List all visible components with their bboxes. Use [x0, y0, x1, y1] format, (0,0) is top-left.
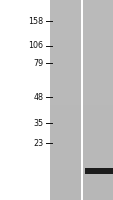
- Text: 35: 35: [33, 118, 43, 128]
- Bar: [50, 125, 80, 130]
- Bar: [82, 125, 113, 130]
- Bar: [82, 190, 113, 195]
- Bar: [50, 55, 80, 60]
- Bar: [50, 40, 80, 45]
- Bar: [82, 60, 113, 65]
- Bar: [50, 5, 80, 10]
- Bar: [82, 5, 113, 10]
- Bar: [82, 160, 113, 165]
- Bar: [50, 95, 80, 100]
- Bar: [82, 15, 113, 20]
- Bar: [50, 0, 80, 5]
- Bar: [82, 150, 113, 155]
- Bar: [82, 50, 113, 55]
- Bar: [50, 180, 80, 185]
- Bar: [50, 135, 80, 140]
- Bar: [50, 60, 80, 65]
- Bar: [50, 100, 80, 105]
- Text: 79: 79: [33, 58, 43, 68]
- Bar: [80, 0, 82, 200]
- Bar: [50, 195, 80, 200]
- Bar: [82, 70, 113, 75]
- Bar: [82, 115, 113, 120]
- Bar: [50, 155, 80, 160]
- Bar: [82, 40, 113, 45]
- Bar: [50, 110, 80, 115]
- Bar: [50, 145, 80, 150]
- Bar: [82, 25, 113, 30]
- Bar: [50, 140, 80, 145]
- Bar: [50, 85, 80, 90]
- Bar: [82, 85, 113, 90]
- Bar: [50, 165, 80, 170]
- Bar: [82, 170, 113, 175]
- Bar: [82, 45, 113, 50]
- Bar: [82, 90, 113, 95]
- Bar: [50, 185, 80, 190]
- Text: 158: 158: [28, 17, 43, 25]
- Bar: [82, 100, 113, 105]
- Bar: [50, 105, 80, 110]
- Bar: [50, 120, 80, 125]
- Bar: [82, 140, 113, 145]
- Bar: [50, 130, 80, 135]
- Bar: [50, 20, 80, 25]
- Bar: [82, 30, 113, 35]
- Bar: [50, 70, 80, 75]
- Bar: [82, 180, 113, 185]
- Text: 48: 48: [33, 92, 43, 102]
- Bar: [50, 175, 80, 180]
- Bar: [82, 110, 113, 115]
- Bar: [82, 80, 113, 85]
- Bar: [82, 165, 113, 170]
- Bar: [82, 0, 113, 200]
- Bar: [82, 195, 113, 200]
- Bar: [82, 75, 113, 80]
- Bar: [50, 30, 80, 35]
- Bar: [82, 10, 113, 15]
- Text: 106: 106: [28, 42, 43, 50]
- Bar: [84, 168, 112, 174]
- Bar: [82, 105, 113, 110]
- Bar: [50, 50, 80, 55]
- Bar: [82, 130, 113, 135]
- Bar: [82, 145, 113, 150]
- Bar: [50, 170, 80, 175]
- Bar: [80, 0, 82, 200]
- Bar: [50, 25, 80, 30]
- Bar: [50, 150, 80, 155]
- Bar: [50, 190, 80, 195]
- Bar: [82, 0, 113, 5]
- Bar: [50, 0, 80, 200]
- Text: 23: 23: [33, 138, 43, 148]
- Bar: [50, 15, 80, 20]
- Bar: [82, 155, 113, 160]
- Bar: [50, 45, 80, 50]
- Bar: [50, 160, 80, 165]
- Bar: [50, 75, 80, 80]
- Bar: [50, 90, 80, 95]
- Bar: [82, 135, 113, 140]
- Bar: [82, 95, 113, 100]
- Bar: [50, 65, 80, 70]
- Bar: [82, 185, 113, 190]
- Bar: [50, 115, 80, 120]
- Bar: [82, 175, 113, 180]
- Bar: [82, 120, 113, 125]
- Bar: [50, 80, 80, 85]
- Bar: [82, 35, 113, 40]
- Bar: [82, 65, 113, 70]
- Bar: [50, 35, 80, 40]
- Bar: [50, 10, 80, 15]
- Bar: [82, 55, 113, 60]
- Bar: [82, 20, 113, 25]
